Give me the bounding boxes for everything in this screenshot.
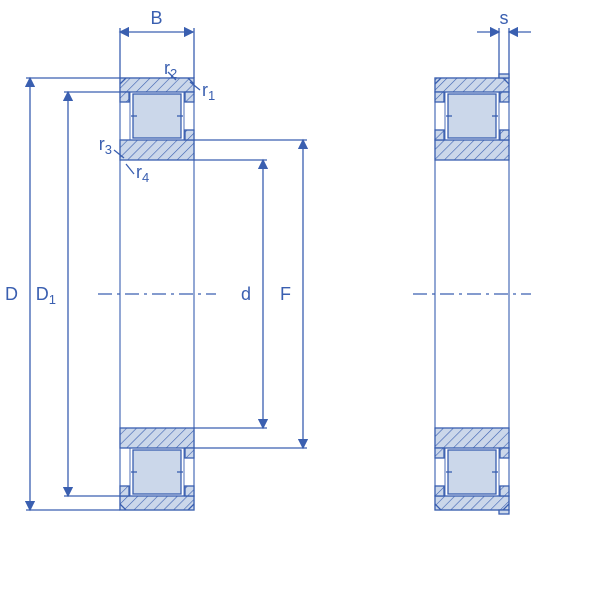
bearing-diagram: D D1 d F Bs r1 r2 r3 r4 [0,0,600,600]
dim-d: d [241,284,251,304]
dim-s: s [500,8,509,28]
dim-B: B [150,8,162,28]
dim-D1: D1 [36,284,56,307]
label-r3: r3 [99,134,112,157]
label-r1: r1 [202,80,215,103]
dim-F: F [280,284,291,304]
label-r2: r2 [164,58,177,81]
dim-D: D [5,284,18,304]
label-r4: r4 [136,162,149,185]
